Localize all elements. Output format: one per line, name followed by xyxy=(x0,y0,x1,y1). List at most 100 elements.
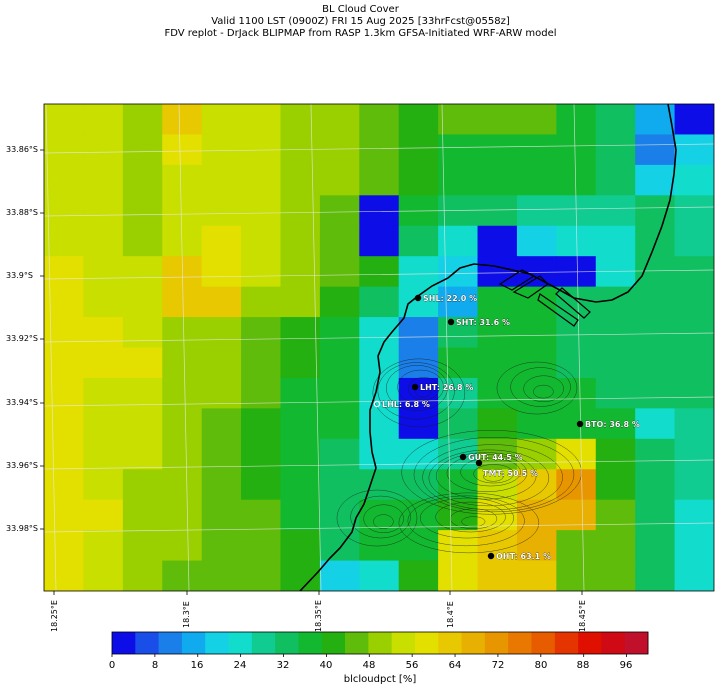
grid-cell xyxy=(674,530,714,562)
grid-cell xyxy=(319,286,360,318)
grid-cell xyxy=(635,195,676,227)
colorbar-swatch xyxy=(321,632,346,654)
colorbar-tick: 16 xyxy=(190,660,204,671)
grid-cell xyxy=(438,469,479,501)
colorbar-swatch xyxy=(554,632,579,654)
grid-cell xyxy=(674,225,714,257)
grid-cell xyxy=(280,438,321,470)
grid-cell xyxy=(280,347,321,379)
grid-cell xyxy=(162,317,203,349)
grid-cell xyxy=(122,469,163,501)
grid-cell xyxy=(319,408,360,440)
station-marker-icon xyxy=(576,420,584,428)
grid-cell xyxy=(44,256,85,288)
grid-cell xyxy=(477,560,518,591)
colorbar-frame xyxy=(111,631,649,655)
terrain-contour xyxy=(510,367,571,407)
grid-cell xyxy=(83,317,124,349)
grid-cell xyxy=(122,286,163,318)
grid-cell xyxy=(122,256,163,288)
colorbar-swatch xyxy=(228,632,253,654)
grid-cell xyxy=(201,438,242,470)
grid-cell xyxy=(241,499,282,531)
grid-cell xyxy=(162,499,203,531)
station-label: GUT: 44.5 % xyxy=(468,453,523,462)
grid-cell xyxy=(359,408,400,440)
grid-cell xyxy=(162,560,203,591)
grid-cell xyxy=(241,286,282,318)
grid-cell xyxy=(280,377,321,409)
grid-cell xyxy=(280,104,321,136)
colorbar-tick: 24 xyxy=(233,660,247,671)
station-label: OHT: 63.1 % xyxy=(496,552,551,561)
grid-cell xyxy=(83,286,124,318)
terrain-contour xyxy=(428,449,550,507)
grid-cell xyxy=(241,560,282,591)
colorbar-swatch xyxy=(438,632,462,654)
grid-cell xyxy=(674,469,714,501)
grid-cell xyxy=(635,560,676,591)
colorbar-swatch xyxy=(601,632,626,654)
grid-cell xyxy=(595,560,636,591)
grid-cell xyxy=(162,438,203,470)
grid-cell xyxy=(359,438,400,470)
lat-label: 33.9°S xyxy=(6,271,33,280)
lon-label: 18.4°E xyxy=(446,601,455,628)
station-gut: GUT: 44.5 % xyxy=(459,453,523,462)
cloud-cover-grid xyxy=(44,104,714,591)
grid-cell xyxy=(516,469,557,501)
grid-cell xyxy=(438,347,479,379)
longitude-line xyxy=(573,104,585,591)
grid-cell xyxy=(280,225,321,257)
grid-cell xyxy=(44,286,85,318)
colorbar-swatch xyxy=(135,632,159,654)
lat-label: 33.96°S xyxy=(6,461,38,470)
grid-cell xyxy=(674,377,714,409)
grid-cell xyxy=(556,530,597,562)
grid-cell xyxy=(241,469,282,501)
grid-cell xyxy=(83,347,124,379)
grid-cell xyxy=(280,530,321,562)
grid-cell xyxy=(674,560,714,591)
lon-label: 18.3°E xyxy=(182,601,191,628)
latitude-line xyxy=(44,396,714,407)
grid-cell xyxy=(122,347,163,379)
grid-cell xyxy=(122,134,163,166)
grid-cell xyxy=(556,408,597,440)
grid-cell xyxy=(280,408,321,440)
terrain-contour xyxy=(435,452,537,500)
terrain-contour xyxy=(473,464,514,484)
grid-cell xyxy=(398,225,439,257)
grid-cell xyxy=(44,104,85,136)
latitude-line xyxy=(44,269,714,280)
station-lht: LHT: 26.8 % xyxy=(411,383,474,392)
terrain-contour xyxy=(336,489,418,547)
grid-cell xyxy=(516,560,557,591)
terrain-contour xyxy=(435,501,506,533)
grid-cell xyxy=(162,469,203,501)
colorbar-swatch xyxy=(251,632,276,654)
grid-cell xyxy=(398,134,439,166)
lat-label: 33.88°S xyxy=(6,208,38,217)
grid-cell xyxy=(556,560,597,591)
grid-cell xyxy=(44,438,85,470)
grid-cell xyxy=(280,317,321,349)
colorbar-swatch xyxy=(298,632,323,654)
colorbar-tick: 72 xyxy=(491,660,505,671)
grid-cell xyxy=(516,317,557,349)
terrain-contour xyxy=(408,377,440,401)
grid-cell xyxy=(319,560,360,591)
station-marker-icon xyxy=(487,552,495,560)
grid-cell xyxy=(359,225,400,257)
grid-cell xyxy=(122,317,163,349)
grid-cell xyxy=(438,164,479,196)
grid-cell xyxy=(674,499,714,531)
longitude-line xyxy=(45,104,57,591)
grid-cell xyxy=(201,530,242,562)
grid-cell xyxy=(241,256,282,288)
colorbar-tick: 64 xyxy=(448,660,462,671)
colorbar-swatch xyxy=(112,632,136,654)
station-label: LHT: 26.8 % xyxy=(420,383,473,392)
grid-cell xyxy=(241,408,282,440)
